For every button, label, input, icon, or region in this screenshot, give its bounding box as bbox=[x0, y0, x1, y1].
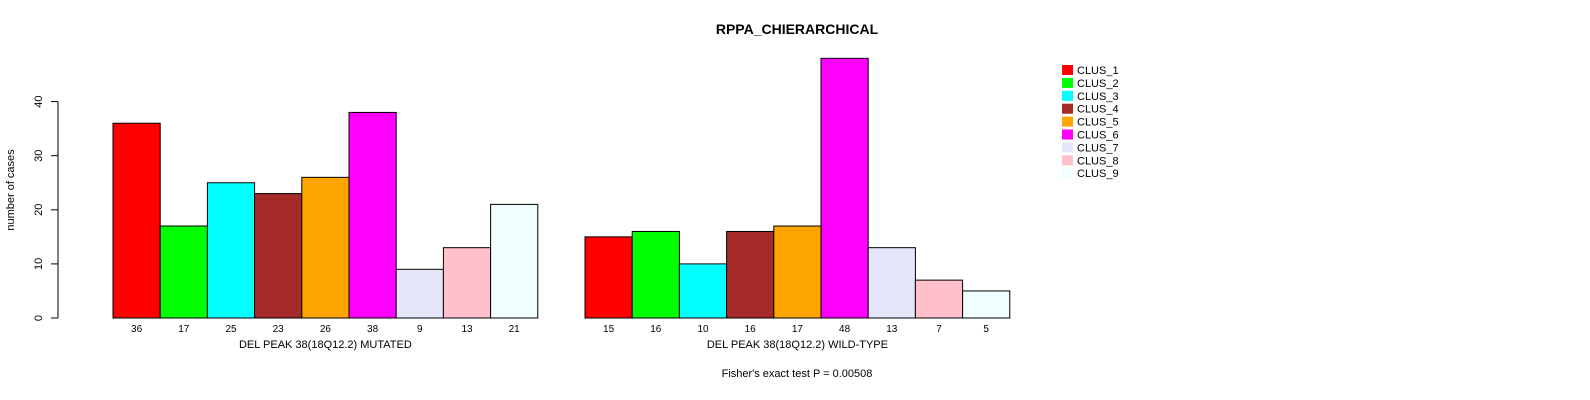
bar-clus-5 bbox=[773, 225, 822, 319]
bar-clus-8 bbox=[442, 247, 492, 319]
bar-count-label: 25 bbox=[225, 324, 237, 335]
legend-label: CLUS_6 bbox=[1077, 130, 1119, 142]
bar-clus-7 bbox=[867, 247, 916, 319]
bars-layer bbox=[112, 57, 1011, 319]
bar-clus-5 bbox=[301, 176, 350, 319]
legend-label: CLUS_9 bbox=[1077, 168, 1119, 180]
legend-swatch bbox=[1062, 142, 1073, 153]
legend-label: CLUS_5 bbox=[1077, 117, 1119, 129]
legend-swatch bbox=[1062, 65, 1073, 75]
legend-label: CLUS_1 bbox=[1077, 65, 1119, 77]
bar-count-label: 13 bbox=[886, 324, 898, 335]
fisher-test-text: Fisher's exact test P = 0.00508 bbox=[722, 368, 873, 380]
bar-clus-1 bbox=[112, 122, 161, 319]
legend-swatch bbox=[1062, 116, 1073, 127]
bar-count-label: 16 bbox=[650, 324, 662, 335]
legend-swatch bbox=[1062, 168, 1073, 179]
bar-count-label: 15 bbox=[603, 324, 615, 335]
y-tick-label: 40 bbox=[33, 95, 45, 107]
legend-label: CLUS_8 bbox=[1077, 155, 1119, 167]
bar-count-label: 21 bbox=[509, 324, 521, 335]
bar-clus-2 bbox=[159, 225, 208, 319]
bar-count-label: 38 bbox=[367, 324, 379, 335]
group-label: DEL PEAK 38(18Q12.2) WILD-TYPE bbox=[707, 339, 888, 351]
y-tick-label: 20 bbox=[33, 204, 45, 216]
legend-swatch bbox=[1062, 77, 1073, 88]
bar-count-label: 17 bbox=[178, 324, 190, 335]
bar-clus-6 bbox=[348, 111, 397, 319]
legend-label: CLUS_7 bbox=[1077, 142, 1119, 154]
legend-swatch bbox=[1062, 155, 1073, 166]
bar-clus-7 bbox=[395, 268, 444, 319]
bar-clus-8 bbox=[914, 279, 964, 319]
bar-count-label: 26 bbox=[320, 324, 332, 335]
bar-clus-9 bbox=[962, 290, 1011, 319]
bar-count-label: 7 bbox=[936, 324, 942, 335]
legend-swatch bbox=[1062, 103, 1073, 114]
bar-clus-1 bbox=[584, 236, 633, 319]
bar-count-label: 17 bbox=[792, 324, 804, 335]
bar-count-label: 23 bbox=[273, 324, 285, 335]
bar-count-label: 10 bbox=[697, 324, 709, 335]
legend-swatch bbox=[1062, 90, 1073, 101]
bar-clus-3 bbox=[206, 182, 256, 319]
bar-count-label: 48 bbox=[839, 324, 851, 335]
bar-clus-4 bbox=[254, 193, 303, 319]
y-tick-label: 0 bbox=[33, 315, 45, 321]
legend-label: CLUS_3 bbox=[1077, 91, 1119, 103]
y-tick-label: 30 bbox=[33, 150, 45, 162]
chart-title: RPPA_CHIERARCHICAL bbox=[716, 21, 879, 37]
bar-count-label: 5 bbox=[983, 324, 989, 335]
bar-clus-2 bbox=[631, 230, 680, 319]
y-axis-label: number of cases bbox=[5, 149, 17, 231]
bar-count-label: 13 bbox=[461, 324, 473, 335]
y-axis: 0 10 20 30 40 bbox=[33, 95, 59, 321]
y-tick-label: 10 bbox=[33, 258, 45, 270]
bar-clus-6 bbox=[820, 57, 869, 319]
legend-label: CLUS_4 bbox=[1077, 104, 1119, 116]
legend-label: CLUS_2 bbox=[1077, 78, 1119, 90]
bar-clus-4 bbox=[726, 230, 775, 319]
bar-clus-3 bbox=[678, 263, 728, 319]
legend-swatch bbox=[1062, 129, 1073, 140]
bar-count-label: 9 bbox=[417, 324, 423, 335]
legend: CLUS_1CLUS_2CLUS_3CLUS_4CLUS_5CLUS_6CLUS… bbox=[1062, 65, 1119, 180]
bar-clus-9 bbox=[490, 203, 539, 319]
bar-count-label: 16 bbox=[745, 324, 757, 335]
labels-layer: 36 17 25 23 26 38 9 13 21 DEL PEAK 38(18Q12.2) MU… bbox=[131, 324, 989, 351]
group-label: DEL PEAK 38(18Q12.2) MUTATED bbox=[239, 339, 412, 351]
bar-count-label: 36 bbox=[131, 324, 143, 335]
